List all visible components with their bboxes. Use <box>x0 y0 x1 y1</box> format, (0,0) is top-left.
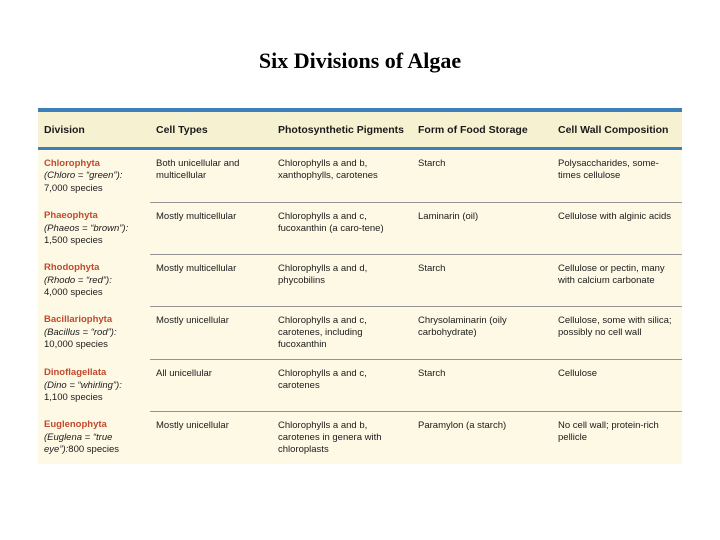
table-container: Division Cell Types Photosynthetic Pigme… <box>38 108 682 464</box>
division-etymology: (Dino = “whirling”): <box>44 380 122 391</box>
cell-celltypes: Mostly unicellular <box>150 306 272 359</box>
cell-celltypes: Mostly unicellular <box>150 411 272 464</box>
table-row: Phaeophyta (Phaeos = “brown”):1,500 speci… <box>38 202 682 254</box>
cell-wall: Cellulose <box>552 359 682 411</box>
division-species: 10,000 species <box>44 339 108 350</box>
division-species: 7,000 species <box>44 183 103 194</box>
cell-division: Chlorophyta(Chloro = “green”): 7,000 spec… <box>38 150 150 202</box>
division-name: Phaeophyta <box>44 210 98 221</box>
cell-celltypes: Both unicellular and multicellular <box>150 150 272 202</box>
cell-celltypes: All unicellular <box>150 359 272 411</box>
division-name: Rhodophyta <box>44 262 99 273</box>
cell-wall: Cellulose or pectin, many with calcium c… <box>552 254 682 306</box>
division-etymology: (Bacillus = “rod”): <box>44 327 117 338</box>
division-species: 4,000 species <box>44 287 103 298</box>
col-wall: Cell Wall Composition <box>552 112 682 147</box>
col-celltypes: Cell Types <box>150 112 272 147</box>
cell-storage: Starch <box>412 254 552 306</box>
cell-wall: Polysaccharides, some-times cellulose <box>552 150 682 202</box>
division-etymology: (Chloro = “green”): <box>44 170 122 181</box>
cell-storage: Paramylon (a starch) <box>412 411 552 464</box>
col-pigments: Photosynthetic Pigments <box>272 112 412 147</box>
table-row: Euglenophyta(Euglena = “true eye”):800 s… <box>38 411 682 464</box>
cell-wall: Cellulose with alginic acids <box>552 202 682 254</box>
division-name: Dinoflagellata <box>44 367 106 378</box>
cell-division: Phaeophyta (Phaeos = “brown”):1,500 speci… <box>38 202 150 254</box>
division-species: 800 species <box>68 444 119 455</box>
cell-division: Rhodophyta (Rhodo = “red”):4,000 species <box>38 254 150 306</box>
col-division: Division <box>38 112 150 147</box>
cell-pigments: Chlorophylls a and b, carotenes in gener… <box>272 411 412 464</box>
division-name: Bacillariophyta <box>44 314 112 325</box>
division-name: Euglenophyta <box>44 419 107 430</box>
page-title: Six Divisions of Algae <box>0 0 720 108</box>
cell-pigments: Chlorophylls a and c, carotenes <box>272 359 412 411</box>
cell-storage: Laminarin (oil) <box>412 202 552 254</box>
cell-wall: No cell wall; protein-rich pellicle <box>552 411 682 464</box>
cell-storage: Starch <box>412 150 552 202</box>
cell-celltypes: Mostly multicellular <box>150 254 272 306</box>
cell-storage: Chrysolaminarin (oily carbohydrate) <box>412 306 552 359</box>
cell-celltypes: Mostly multicellular <box>150 202 272 254</box>
cell-wall: Cellulose, some with silica; possibly no… <box>552 306 682 359</box>
table-row: Bacillariophyta (Bacillus = “rod”):10,000… <box>38 306 682 359</box>
cell-pigments: Chlorophylls a and c, fucoxanthin (a car… <box>272 202 412 254</box>
cell-pigments: Chlorophylls a and b, xanthophylls, caro… <box>272 150 412 202</box>
table-row: Dinoflagellata (Dino = “whirling”):1,100 … <box>38 359 682 411</box>
division-etymology: (Phaeos = “brown”): <box>44 223 128 234</box>
cell-division: Bacillariophyta (Bacillus = “rod”):10,000… <box>38 306 150 359</box>
table-row: Rhodophyta (Rhodo = “red”):4,000 species M… <box>38 254 682 306</box>
division-etymology: (Rhodo = “red”): <box>44 275 112 286</box>
cell-pigments: Chlorophylls a and d, phycobilins <box>272 254 412 306</box>
division-species: 1,100 species <box>44 392 103 403</box>
table-head: Division Cell Types Photosynthetic Pigme… <box>38 112 682 150</box>
cell-pigments: Chlorophylls a and c, carotenes, includi… <box>272 306 412 359</box>
division-species: 1,500 species <box>44 235 103 246</box>
cell-division: Dinoflagellata (Dino = “whirling”):1,100 … <box>38 359 150 411</box>
table-body: Chlorophyta(Chloro = “green”): 7,000 spec… <box>38 150 682 464</box>
table-row: Chlorophyta(Chloro = “green”): 7,000 spec… <box>38 150 682 202</box>
cell-storage: Starch <box>412 359 552 411</box>
cell-division: Euglenophyta(Euglena = “true eye”):800 s… <box>38 411 150 464</box>
algae-table: Division Cell Types Photosynthetic Pigme… <box>38 112 682 464</box>
col-storage: Form of Food Storage <box>412 112 552 147</box>
division-name: Chlorophyta <box>44 158 100 169</box>
